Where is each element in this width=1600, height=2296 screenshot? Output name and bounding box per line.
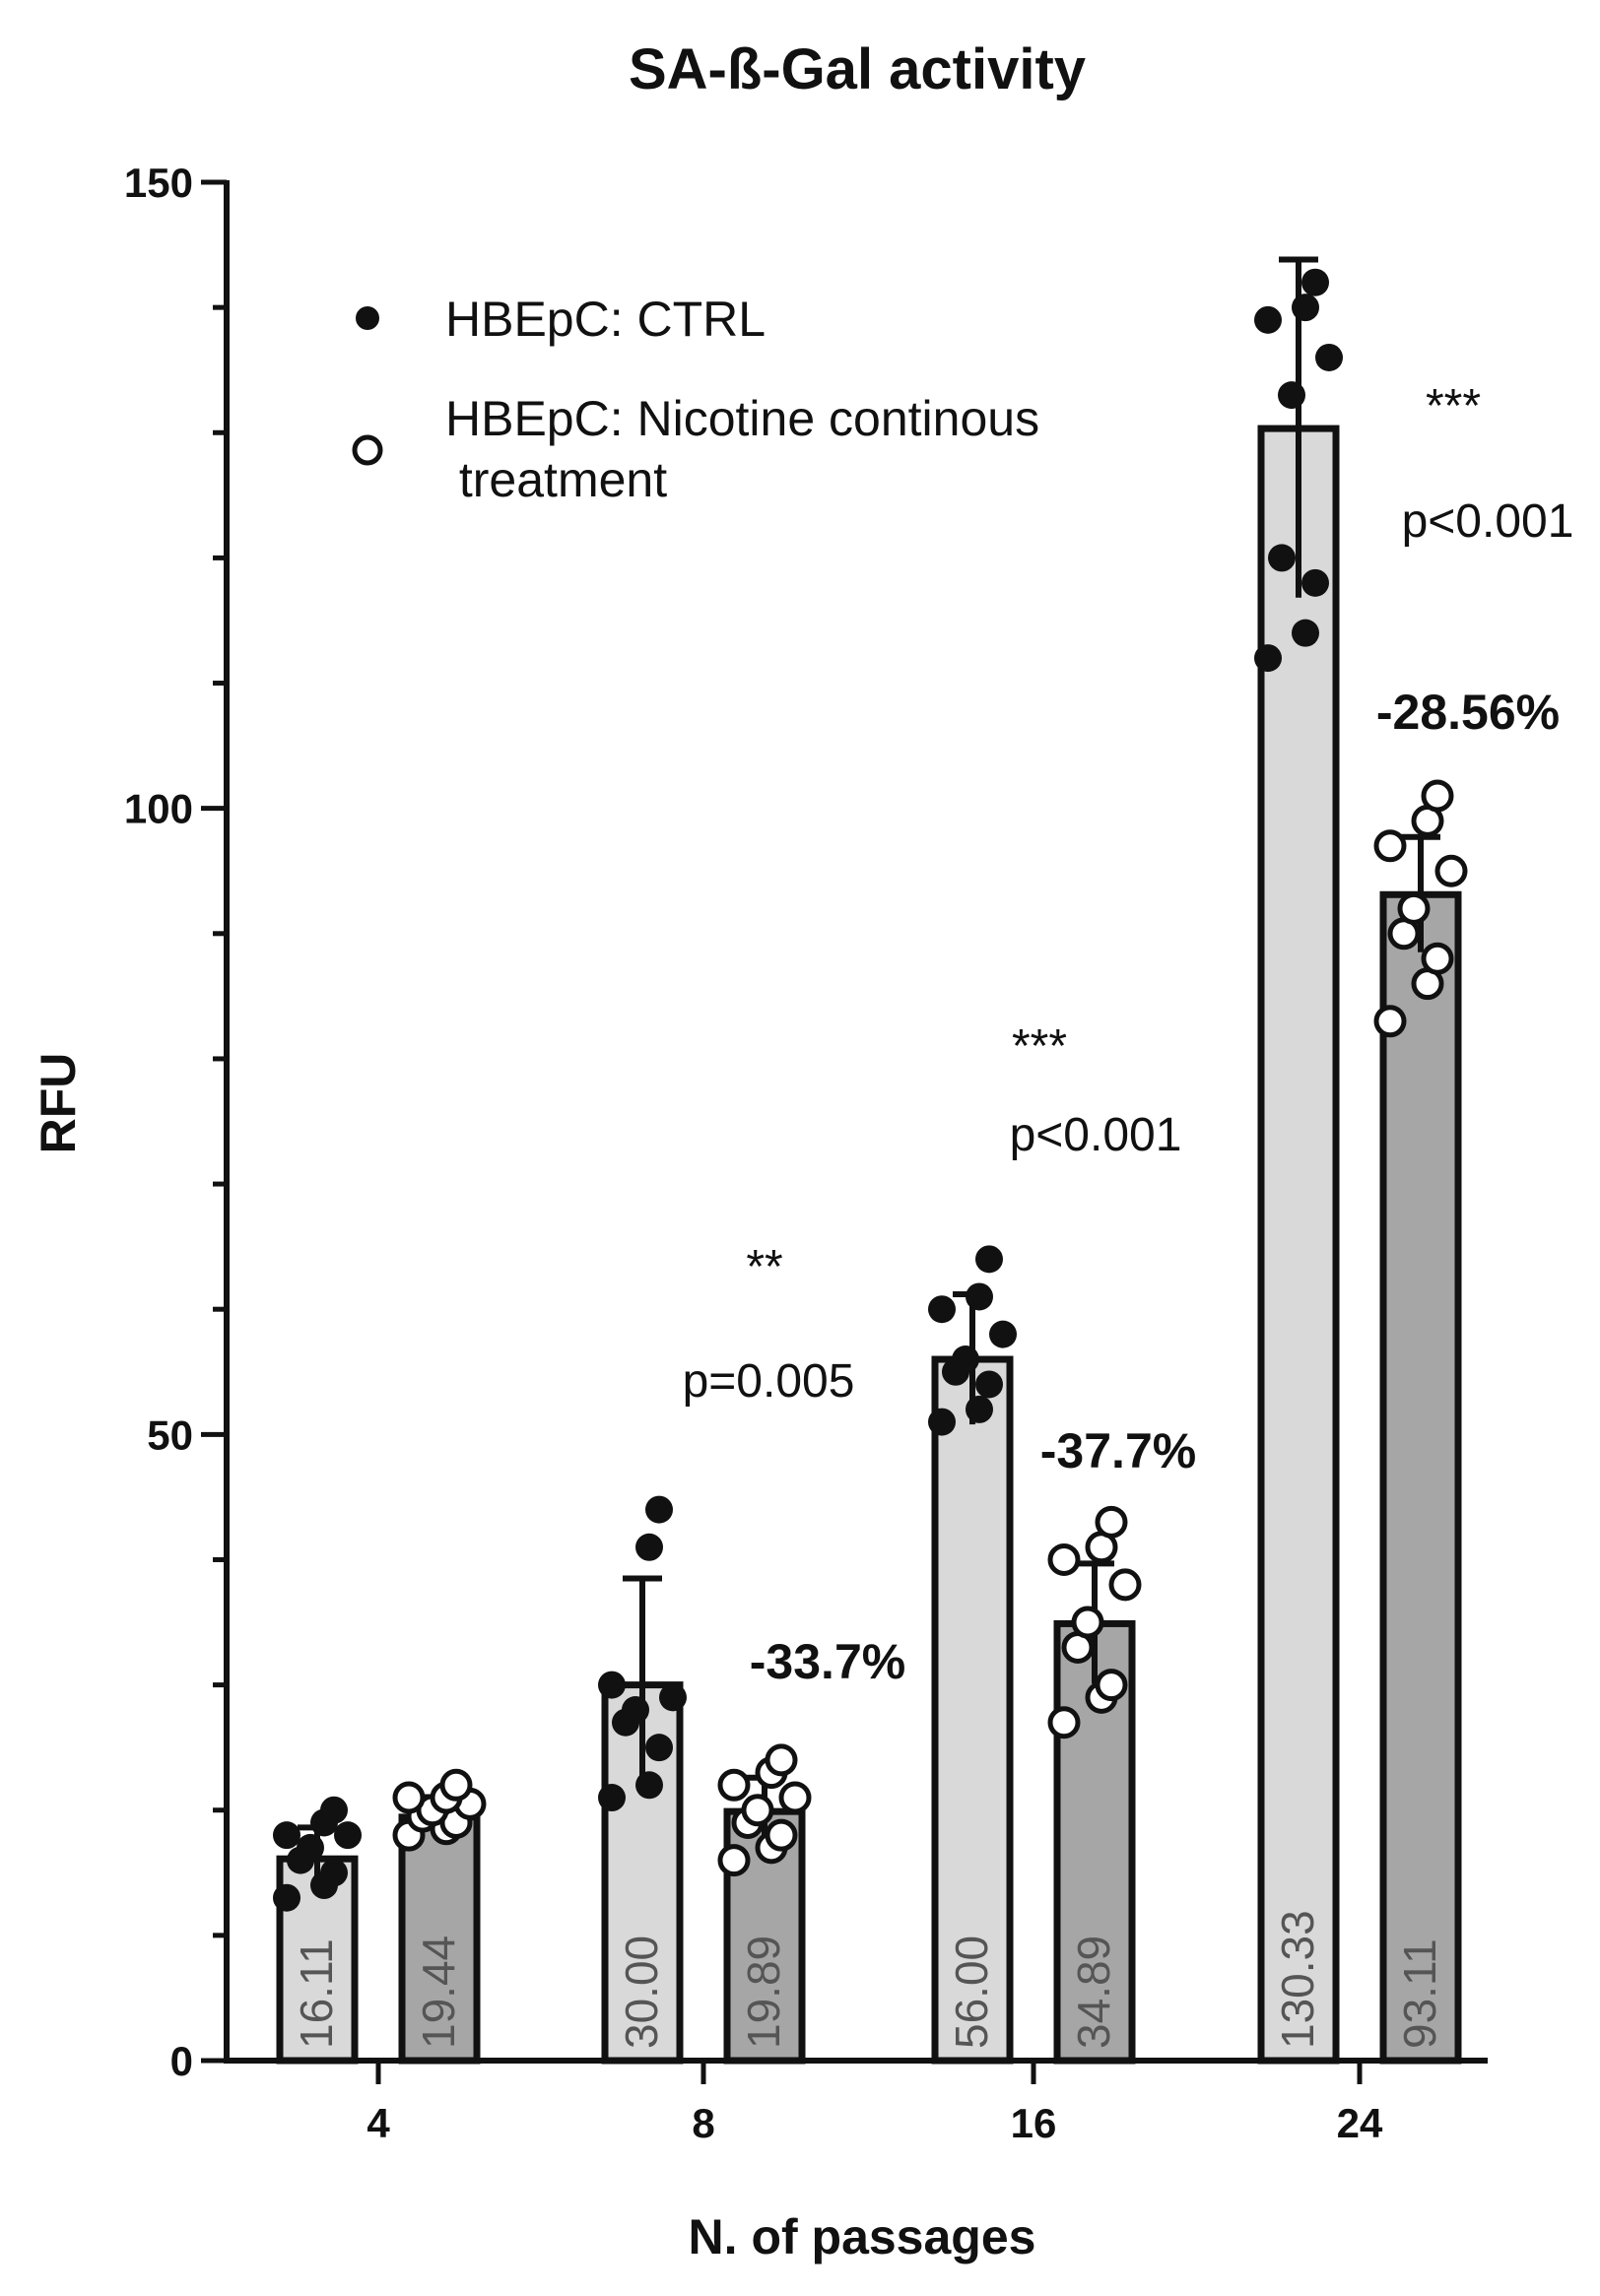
data-point — [297, 1833, 324, 1862]
points-layer — [273, 268, 1468, 1912]
bar-value-label: 30.00 — [616, 1935, 667, 2049]
chart-title: SA-ß-Gal activity — [629, 37, 1086, 101]
data-point — [1315, 343, 1343, 371]
percent-change: -37.7% — [1040, 1423, 1196, 1478]
significance-stars: ** — [746, 1241, 782, 1293]
data-point — [598, 1784, 626, 1812]
data-point — [975, 1370, 1003, 1399]
bar-value-label: 130.33 — [1272, 1910, 1323, 2049]
data-point — [439, 1768, 473, 1802]
data-point — [273, 1821, 300, 1850]
data-point — [765, 1743, 798, 1777]
p-value: p=0.005 — [683, 1355, 855, 1408]
data-point — [1397, 891, 1431, 925]
axes-layer: 0 50 100 150 4 8 16 24 — [124, 160, 1488, 2146]
bar-value-label: 93.11 — [1394, 1938, 1445, 2049]
bar-value-label: 19.89 — [738, 1935, 789, 2049]
data-point — [1108, 1568, 1142, 1602]
data-point — [765, 1818, 798, 1852]
data-point — [717, 1844, 751, 1877]
data-point — [952, 1345, 979, 1374]
bar-s0-c3 — [1257, 425, 1340, 2065]
data-point — [1071, 1606, 1104, 1639]
data-point — [966, 1282, 993, 1311]
x-axis-label: N. of passages — [689, 2209, 1036, 2264]
data-point — [1047, 1706, 1081, 1739]
data-point — [928, 1408, 956, 1436]
data-point — [635, 1771, 663, 1800]
legend-line: treatment — [445, 452, 667, 507]
x-tick-label: 24 — [1337, 2100, 1383, 2146]
x-tick-label: 4 — [367, 2100, 390, 2146]
legend: HBEpC: CTRL HBEpC: Nicotine continous tre… — [352, 292, 1039, 507]
data-point — [928, 1295, 956, 1324]
data-point — [1434, 854, 1468, 887]
data-point — [717, 1768, 751, 1802]
x-tick-label: 16 — [1011, 2100, 1057, 2146]
data-point — [1268, 544, 1296, 572]
percent-change: -33.7% — [750, 1634, 905, 1689]
data-point — [392, 1781, 426, 1814]
p-value: p<0.001 — [1010, 1109, 1182, 1161]
bar-value-label: 56.00 — [946, 1935, 997, 2049]
percent-change: -28.56% — [1376, 685, 1560, 740]
legend-line: HBEpC: Nicotine continous — [445, 391, 1039, 446]
y-tick-label: 100 — [124, 786, 193, 832]
data-point — [1301, 568, 1329, 597]
data-point — [645, 1495, 673, 1524]
data-point — [989, 1320, 1017, 1348]
data-point — [1095, 1669, 1128, 1702]
bar-value-label: 16.11 — [291, 1938, 342, 2049]
data-point — [622, 1696, 649, 1725]
data-point — [1278, 381, 1305, 410]
data-point — [659, 1683, 687, 1712]
data-point — [1373, 1005, 1407, 1038]
data-point — [778, 1781, 812, 1814]
legend-marker-open — [352, 434, 383, 466]
data-point — [966, 1395, 993, 1423]
data-point — [1373, 829, 1407, 863]
legend-marker-filled — [356, 306, 379, 330]
data-point — [1254, 305, 1282, 334]
data-point — [598, 1671, 626, 1699]
data-point — [273, 1883, 300, 1912]
data-point — [1047, 1542, 1081, 1576]
legend-entry-ctrl: HBEpC: CTRL — [445, 292, 766, 347]
data-point — [1095, 1505, 1128, 1539]
significance-stars: *** — [1426, 380, 1481, 432]
data-point — [1254, 644, 1282, 673]
data-point — [1301, 268, 1329, 296]
bar-value-label: 34.89 — [1068, 1935, 1119, 2049]
y-tick-label: 50 — [147, 1411, 193, 1458]
legend-entry-nicotine: HBEpC: Nicotine continous treatment — [445, 391, 1039, 507]
y-tick-label: 150 — [124, 160, 193, 206]
data-point — [741, 1794, 774, 1827]
data-point — [1421, 779, 1454, 813]
annotations-layer: ** p=0.005 -33.7% *** p<0.001 -37.7% *** p<0.00… — [683, 380, 1574, 1689]
y-tick-label: 0 — [170, 2038, 193, 2084]
data-point — [1292, 294, 1319, 322]
data-point — [635, 1533, 663, 1561]
y-axis-label: RFU — [31, 1053, 86, 1154]
significance-stars: *** — [1012, 1020, 1067, 1073]
x-tick-label: 8 — [692, 2100, 714, 2146]
data-point — [975, 1245, 1003, 1274]
bar-s1-c3 — [1379, 890, 1462, 2065]
data-point — [645, 1734, 673, 1762]
data-point — [320, 1796, 348, 1824]
p-value: p<0.001 — [1402, 495, 1574, 548]
data-point — [1421, 942, 1454, 975]
data-point — [320, 1859, 348, 1887]
data-point — [1292, 619, 1319, 647]
bar-s0-c2 — [931, 1355, 1014, 2065]
bar-value-label: 19.44 — [413, 1935, 464, 2049]
data-point — [334, 1821, 362, 1850]
